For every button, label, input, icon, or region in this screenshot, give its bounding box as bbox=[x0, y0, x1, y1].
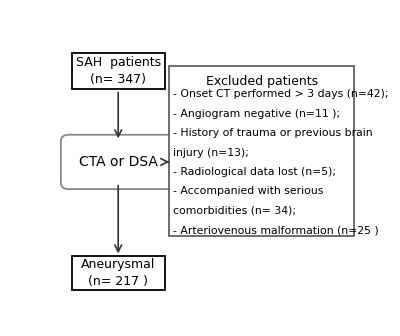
Text: comorbidities (n= 34);: comorbidities (n= 34); bbox=[173, 206, 296, 216]
Text: SAH  patients
(n= 347): SAH patients (n= 347) bbox=[76, 56, 161, 86]
Bar bbox=[169, 66, 354, 236]
Text: Excluded patients: Excluded patients bbox=[206, 75, 318, 88]
Text: injury (n=13);: injury (n=13); bbox=[173, 148, 249, 158]
Text: Aneurysmal
(n= 217 ): Aneurysmal (n= 217 ) bbox=[81, 258, 155, 288]
Text: - Accompanied with serious: - Accompanied with serious bbox=[173, 186, 324, 197]
Text: CTA or DSA: CTA or DSA bbox=[79, 155, 158, 169]
Text: - History of trauma or previous brain: - History of trauma or previous brain bbox=[173, 128, 373, 138]
Bar bbox=[72, 53, 165, 89]
Text: - Onset CT performed > 3 days (n=42);: - Onset CT performed > 3 days (n=42); bbox=[173, 89, 388, 99]
Text: - Angiogram negative (n=11 );: - Angiogram negative (n=11 ); bbox=[173, 109, 340, 119]
Bar bbox=[72, 256, 165, 290]
Text: - Arteriovenous malformation (n=25 ): - Arteriovenous malformation (n=25 ) bbox=[173, 225, 379, 235]
Text: - Radiological data lost (n=5);: - Radiological data lost (n=5); bbox=[173, 167, 336, 177]
FancyBboxPatch shape bbox=[61, 135, 176, 189]
